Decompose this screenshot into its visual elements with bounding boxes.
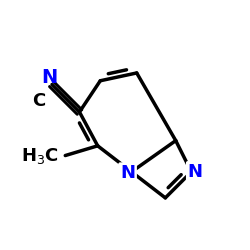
Text: N: N <box>120 164 135 182</box>
Text: N: N <box>188 163 203 181</box>
Text: N: N <box>41 68 58 87</box>
Text: C: C <box>32 92 45 110</box>
Text: H$_3$C: H$_3$C <box>21 146 59 166</box>
